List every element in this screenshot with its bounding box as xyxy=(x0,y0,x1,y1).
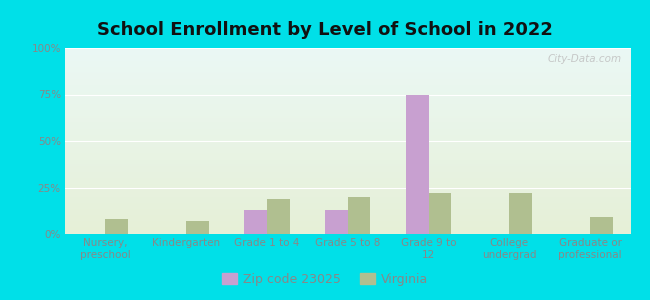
Bar xyxy=(510,193,532,234)
Bar xyxy=(406,94,428,234)
Text: School Enrollment by Level of School in 2022: School Enrollment by Level of School in … xyxy=(97,21,553,39)
Bar xyxy=(325,210,348,234)
Bar xyxy=(244,210,267,234)
Bar xyxy=(590,217,613,234)
Text: City-Data.com: City-Data.com xyxy=(548,54,622,64)
Bar xyxy=(267,199,290,234)
Bar xyxy=(428,193,451,234)
Bar xyxy=(105,219,128,234)
Bar xyxy=(186,221,209,234)
Legend: Zip code 23025, Virginia: Zip code 23025, Virginia xyxy=(217,268,433,291)
Bar xyxy=(348,197,370,234)
